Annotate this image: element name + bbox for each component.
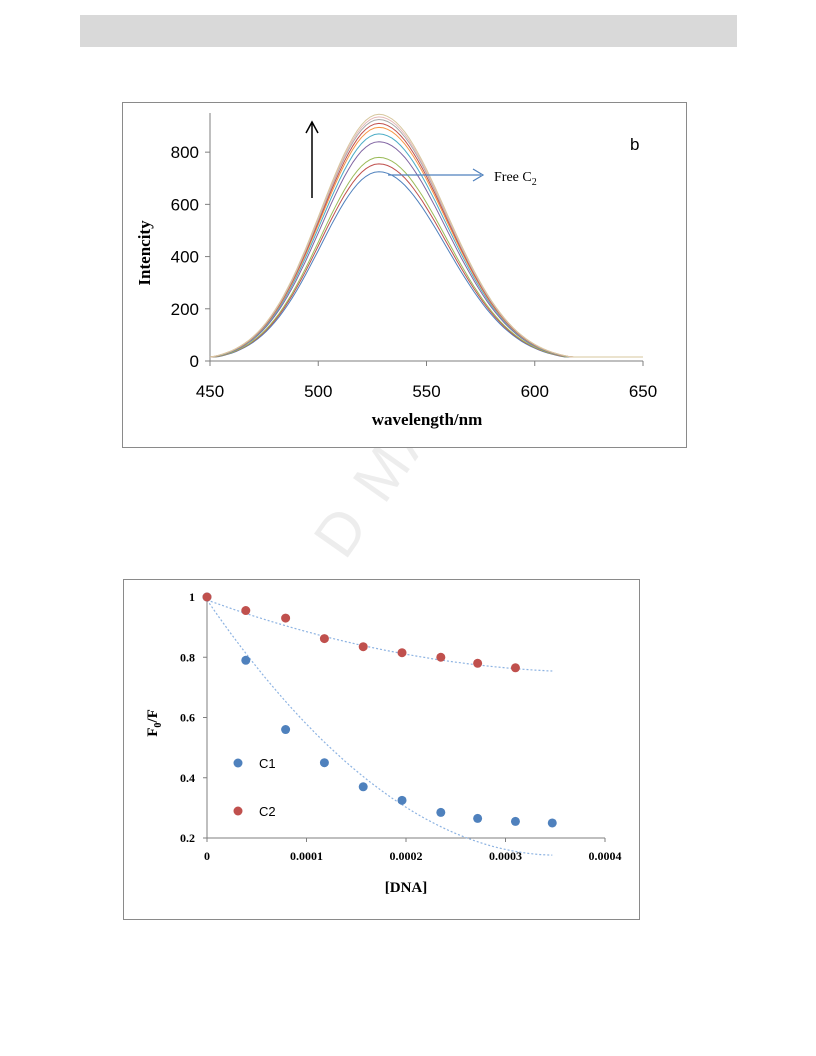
y-tick-label: 0.2: [180, 831, 195, 845]
data-point-c1: [436, 807, 446, 817]
upward-arrow-head: [305, 120, 319, 134]
trendline: [206, 599, 553, 856]
header-bar: [80, 15, 737, 47]
x-tick-label: 0.0002: [390, 849, 423, 863]
x-tick-label: 450: [196, 382, 224, 401]
legend-marker-c1: [233, 758, 243, 768]
y-tick-label: 400: [171, 248, 199, 267]
stern-volmer-plot: 0.2 0.4 0.6 0.8 1 0 0.0001 0.0002 0.0003 0.0004 C1…: [145, 590, 622, 896]
y-axis-title: F0/F: [145, 709, 164, 737]
x-tick-label: 0.0004: [589, 849, 622, 863]
y-tick-label: 0: [190, 352, 199, 371]
legend-label-c2: C2: [259, 804, 276, 819]
data-point-c1: [473, 813, 483, 823]
data-point-c1: [510, 816, 520, 826]
spectrum-line: [209, 133, 643, 358]
x-tick-label: 0.0001: [290, 849, 323, 863]
data-point-c1: [547, 818, 557, 828]
data-point-c2: [319, 634, 329, 644]
x-tick-label: 600: [521, 382, 549, 401]
legend-marker-c2: [233, 806, 243, 816]
data-point-c2: [473, 658, 483, 668]
y-axis-title: Intencity: [135, 220, 154, 286]
y-tick-label: 200: [171, 300, 199, 319]
data-point-c1: [241, 655, 251, 665]
data-point-c1: [397, 795, 407, 805]
data-point-c1: [358, 782, 368, 792]
data-point-c1: [281, 725, 291, 735]
trendline: [206, 599, 553, 672]
emission-spectra-plot: 0 200 400 600 800 450 500 550 600 650 Free C2 b wave…: [135, 113, 657, 429]
x-tick-label: 0: [204, 849, 210, 863]
y-tick-label: 0.6: [180, 711, 195, 725]
x-tick-label: 650: [629, 382, 657, 401]
stern-volmer-chart: 0.2 0.4 0.6 0.8 1 0 0.0001 0.0002 0.0003 0.0004 C1…: [123, 579, 640, 920]
spectrum-line: [210, 171, 643, 358]
spectrum-line: [210, 163, 643, 358]
data-point-c1: [319, 758, 329, 768]
panel-label: b: [630, 135, 639, 154]
y-tick-label: 800: [171, 143, 199, 162]
data-point-c2: [397, 648, 407, 658]
x-axis-title: wavelength/nm: [372, 410, 483, 429]
x-axis-title: [DNA]: [385, 880, 428, 896]
spectrum-line: [209, 113, 643, 358]
spectrum-line: [210, 156, 643, 358]
data-point-c2: [510, 663, 520, 673]
x-tick-label: 0.0003: [489, 849, 522, 863]
data-point-c2: [281, 613, 291, 623]
x-tick-label: 550: [412, 382, 440, 401]
y-tick-label: 0.8: [180, 650, 195, 664]
data-point-c2: [358, 642, 368, 652]
y-tick-label: 1: [189, 590, 195, 604]
data-point-c2: [436, 652, 446, 662]
annotation-arrow-head: [472, 168, 485, 182]
annotation-label: Free C2: [494, 170, 537, 188]
x-tick-label: 500: [304, 382, 332, 401]
y-tick-label: 0.4: [180, 771, 195, 785]
legend-label-c1: C1: [259, 756, 276, 771]
y-tick-label: 600: [171, 195, 199, 214]
emission-spectra-chart: 0 200 400 600 800 450 500 550 600 650 Free C2 b wave…: [122, 102, 687, 448]
data-point-c2: [241, 606, 251, 616]
data-point-c2: [202, 592, 212, 602]
